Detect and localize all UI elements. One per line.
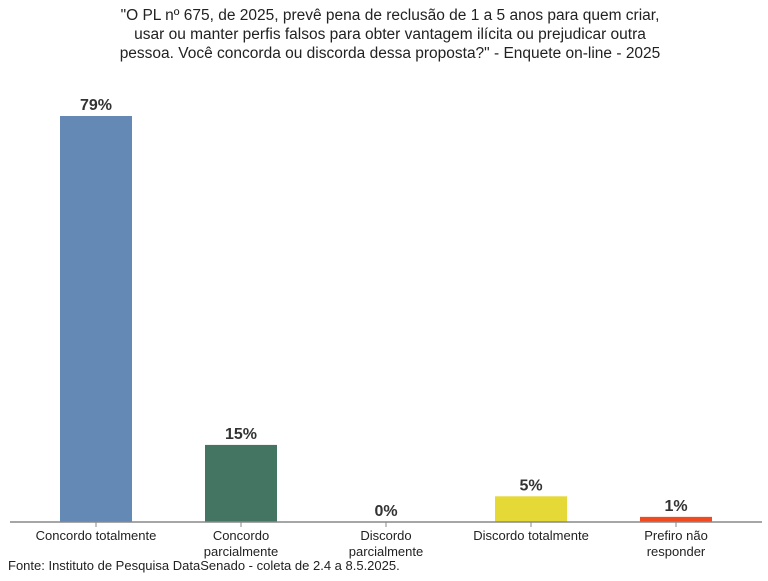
data-label: 5%: [519, 477, 542, 494]
x-tick-label: Prefiro não: [644, 528, 708, 543]
data-label: 79%: [80, 97, 112, 114]
x-tick-label: parcialmente: [349, 544, 423, 559]
x-tick-label: responder: [647, 544, 706, 559]
bar: [640, 516, 712, 522]
x-tick-label: Discordo: [360, 528, 411, 543]
title-line-2: usar ou manter perfis falsos para obter …: [134, 26, 646, 43]
title-line-3: pessoa. Você concorda ou discorda dessa …: [119, 45, 661, 62]
data-label: 1%: [664, 498, 687, 515]
x-tick-label: Discordo totalmente: [473, 528, 589, 543]
bar: [495, 496, 567, 522]
bar: [205, 444, 277, 522]
source-note: Fonte: Instituto de Pesquisa DataSenado …: [8, 558, 400, 573]
title-line-1: "O PL nº 675, de 2025, prevê pena de rec…: [120, 7, 660, 24]
data-label: 15%: [225, 426, 257, 443]
data-label: 0%: [374, 503, 397, 520]
x-tick-label: parcialmente: [204, 544, 278, 559]
x-tick-label: Concordo: [213, 528, 269, 543]
chart-title: "O PL nº 675, de 2025, prevê pena de rec…: [60, 6, 720, 63]
bar: [60, 116, 132, 522]
x-tick-label: Concordo totalmente: [36, 528, 157, 543]
